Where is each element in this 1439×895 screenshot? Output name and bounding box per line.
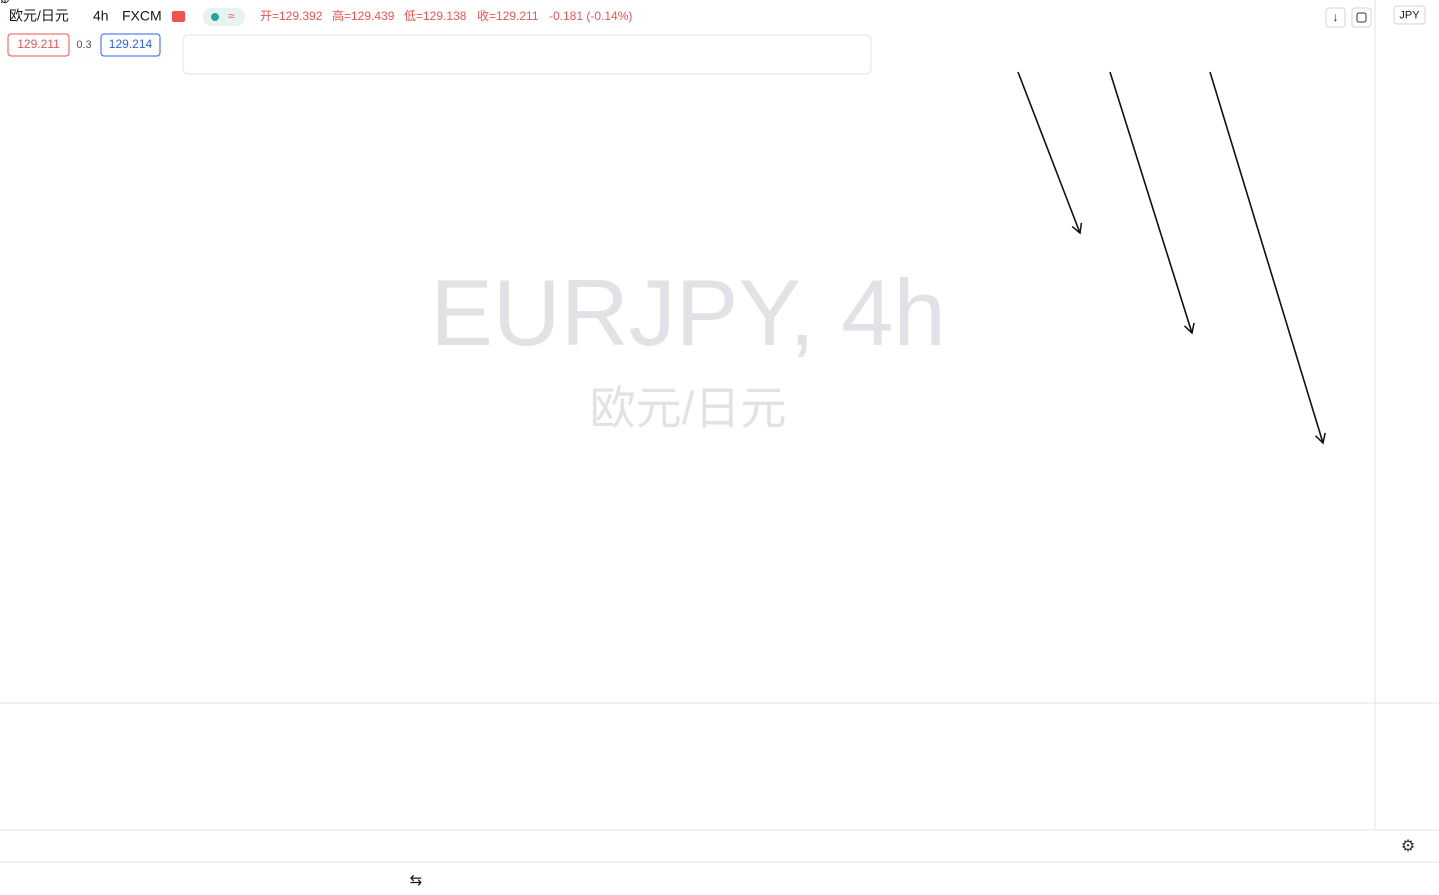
scroll-icon: ↓ xyxy=(1333,10,1339,24)
ohlc-open: 开=129.392 xyxy=(260,9,323,23)
bid: 129.211 xyxy=(17,37,60,51)
chip-icon: ≈ xyxy=(228,9,235,23)
compare-icon[interactable]: ⇆ xyxy=(410,872,423,889)
ohlc-high: 高=129.439 xyxy=(332,8,395,23)
chip-dot xyxy=(211,13,219,21)
spread: 0.3 xyxy=(76,39,91,51)
bottom-bar: ⇆ ⚙ xyxy=(410,838,1415,889)
market-status xyxy=(172,11,185,22)
ask: 129.214 xyxy=(109,37,153,51)
reset-icon xyxy=(1356,12,1367,23)
interval[interactable]: 4h xyxy=(93,8,109,24)
ohlc-close: 收=129.211 xyxy=(477,9,539,23)
watermark-subtitle: 欧元/日元 xyxy=(590,382,787,434)
ohlc-low: 低=129.138 xyxy=(404,9,467,23)
watermark-title: EURJPY, 4h xyxy=(430,260,946,365)
toolbar-panel xyxy=(182,34,872,75)
[object Object]: ⊕ xyxy=(0,0,10,6)
source: FXCM xyxy=(122,8,162,24)
symbol[interactable]: 欧元/日元 xyxy=(9,8,69,24)
scroll-button[interactable] xyxy=(1325,7,1346,28)
ohlc-change: -0.181 (-0.14%) xyxy=(549,9,632,23)
watermark: EURJPY, 4h 欧元/日元 xyxy=(430,260,946,434)
bid-box[interactable] xyxy=(7,33,70,57)
settings-icon[interactable]: ⚙ xyxy=(1401,838,1415,855)
arrow xyxy=(1209,71,1326,445)
[object Object]: ⁞⁞ xyxy=(0,0,7,6)
indicator-chip[interactable] xyxy=(203,8,245,26)
top-right-buttons: ↓ JPY xyxy=(1325,5,1426,28)
reset-button[interactable] xyxy=(1351,7,1372,28)
currency-box[interactable] xyxy=(1393,5,1426,25)
arrow xyxy=(1017,71,1083,235)
ask-box[interactable] xyxy=(100,33,161,57)
projection-arrows xyxy=(1017,71,1326,445)
axes: ⊕ xyxy=(0,0,10,6)
arrow xyxy=(1109,71,1195,335)
drawing-toolbar: ⁞⁞ xyxy=(0,0,872,75)
header: 欧元/日元 4h FXCM ≈ 开=129.392 高=129.439 低=12… xyxy=(7,8,632,57)
currency: JPY xyxy=(1399,9,1420,21)
